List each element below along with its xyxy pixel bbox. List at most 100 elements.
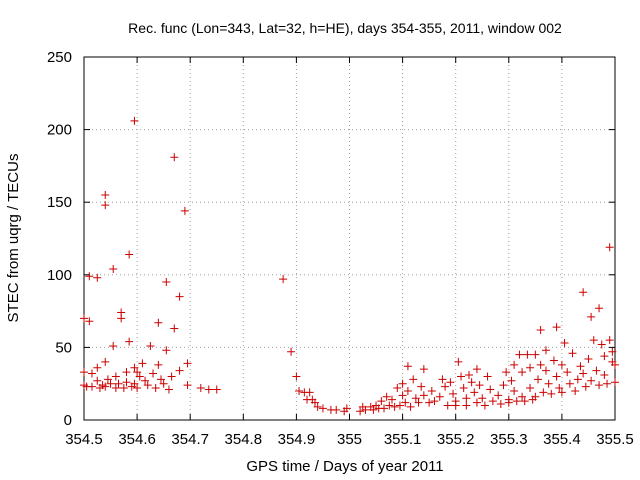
data-point: [133, 368, 142, 377]
x-axis-ticks: 354.5 354.6 354.7 354.8 354.9 355 355.1 355.2 35…: [65, 57, 634, 448]
data-point: [555, 384, 564, 393]
data-point: [279, 275, 288, 284]
y-tick-label: 150: [47, 194, 72, 211]
data-point: [409, 375, 418, 384]
data-point: [611, 378, 619, 387]
data-point: [557, 388, 566, 397]
data-point: [536, 360, 545, 369]
data-point: [494, 391, 503, 400]
data-point: [183, 359, 192, 368]
data-point: [441, 382, 450, 391]
x-tick-label: 354.7: [171, 431, 209, 448]
data-point: [520, 397, 529, 406]
data-point: [101, 190, 110, 199]
data-point: [419, 391, 428, 400]
data-point: [502, 368, 511, 377]
data-point: [119, 384, 128, 393]
x-tick-label: 355.3: [490, 431, 528, 448]
data-point: [592, 366, 601, 375]
data-point: [310, 398, 319, 407]
data-point: [154, 318, 163, 327]
data-point: [510, 360, 519, 369]
data-point: [204, 385, 213, 394]
data-point: [488, 397, 497, 406]
x-tick-label: 355.5: [596, 431, 634, 448]
data-points: [80, 116, 619, 416]
data-point: [552, 323, 561, 332]
data-point: [395, 401, 404, 410]
data-point: [130, 363, 139, 372]
data-point: [608, 347, 617, 356]
data-point: [523, 350, 532, 359]
data-point: [87, 369, 96, 378]
data-point: [111, 372, 120, 381]
data-point: [87, 382, 96, 391]
data-point: [403, 362, 412, 371]
data-point: [122, 378, 131, 387]
data-point: [385, 401, 394, 410]
x-tick-label: 355: [337, 431, 362, 448]
data-point: [85, 272, 94, 281]
data-point: [212, 385, 221, 394]
data-point: [295, 386, 304, 395]
data-point: [167, 372, 176, 381]
data-point: [435, 392, 444, 401]
data-point: [451, 401, 460, 410]
chart-title: Rec. func (Lon=343, Lat=32, h=HE), days …: [128, 20, 562, 36]
data-point: [475, 381, 484, 390]
data-point: [133, 384, 142, 393]
data-point: [536, 325, 545, 334]
data-point: [462, 394, 471, 403]
data-point: [403, 386, 412, 395]
x-tick-label: 355.1: [384, 431, 422, 448]
data-point: [454, 357, 463, 366]
data-point: [313, 402, 322, 411]
data-point: [467, 378, 476, 387]
data-point: [175, 366, 184, 375]
data-point: [552, 372, 561, 381]
data-point: [398, 391, 407, 400]
data-point: [510, 386, 519, 395]
data-point: [611, 360, 619, 369]
data-point: [154, 360, 163, 369]
data-point: [156, 375, 165, 384]
data-point: [411, 394, 420, 403]
data-point: [425, 398, 434, 407]
data-point: [581, 382, 590, 391]
data-point: [486, 385, 495, 394]
data-point: [531, 392, 540, 401]
data-point: [106, 379, 115, 388]
data-point: [605, 336, 614, 345]
data-point: [446, 378, 455, 387]
data-point: [589, 336, 598, 345]
data-point: [417, 382, 426, 391]
data-point: [541, 366, 550, 375]
data-point: [544, 379, 553, 388]
data-point: [342, 404, 351, 413]
data-point: [547, 389, 556, 398]
data-point: [541, 346, 550, 355]
data-point: [101, 357, 110, 366]
data-point: [287, 347, 296, 356]
x-tick-label: 355.2: [437, 431, 475, 448]
data-point: [170, 324, 179, 333]
data-point: [170, 153, 179, 162]
grid-lines: [84, 57, 615, 420]
data-point: [430, 397, 439, 406]
data-point: [382, 392, 391, 401]
data-point: [419, 365, 428, 374]
data-point: [117, 314, 126, 323]
data-point: [507, 376, 516, 385]
data-point: [462, 401, 471, 410]
data-point: [579, 288, 588, 297]
data-point: [518, 368, 527, 377]
data-point: [563, 368, 572, 377]
data-point: [162, 278, 171, 287]
data-point: [414, 398, 423, 407]
data-point: [292, 372, 301, 381]
data-point: [141, 376, 150, 385]
data-point: [125, 250, 134, 259]
y-tick-label: 50: [55, 339, 72, 356]
